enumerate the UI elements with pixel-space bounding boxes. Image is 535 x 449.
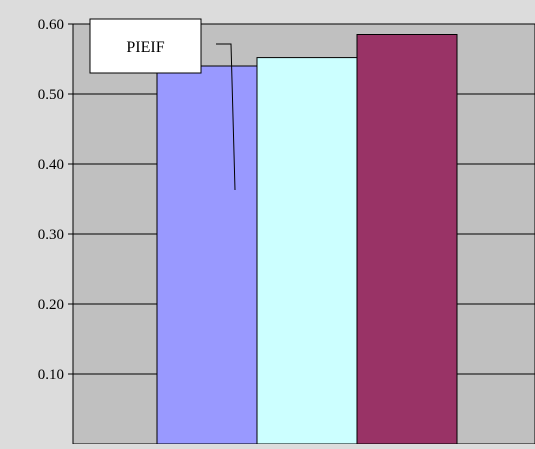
annotation-box — [89, 18, 202, 74]
y-tick-label: 0.40 — [38, 157, 64, 173]
y-tick-label: 0.10 — [38, 367, 64, 383]
y-tick-label: 0.20 — [38, 297, 64, 313]
annotation-leader-line — [216, 43, 236, 191]
y-tick-label: 0.30 — [38, 227, 64, 243]
bar — [156, 65, 258, 445]
y-tick-label: 0.50 — [38, 87, 64, 103]
y-tick-label: 0.60 — [38, 17, 64, 33]
annotation-label: PIEIF — [126, 39, 164, 56]
bar — [256, 57, 358, 445]
bar — [356, 34, 458, 445]
